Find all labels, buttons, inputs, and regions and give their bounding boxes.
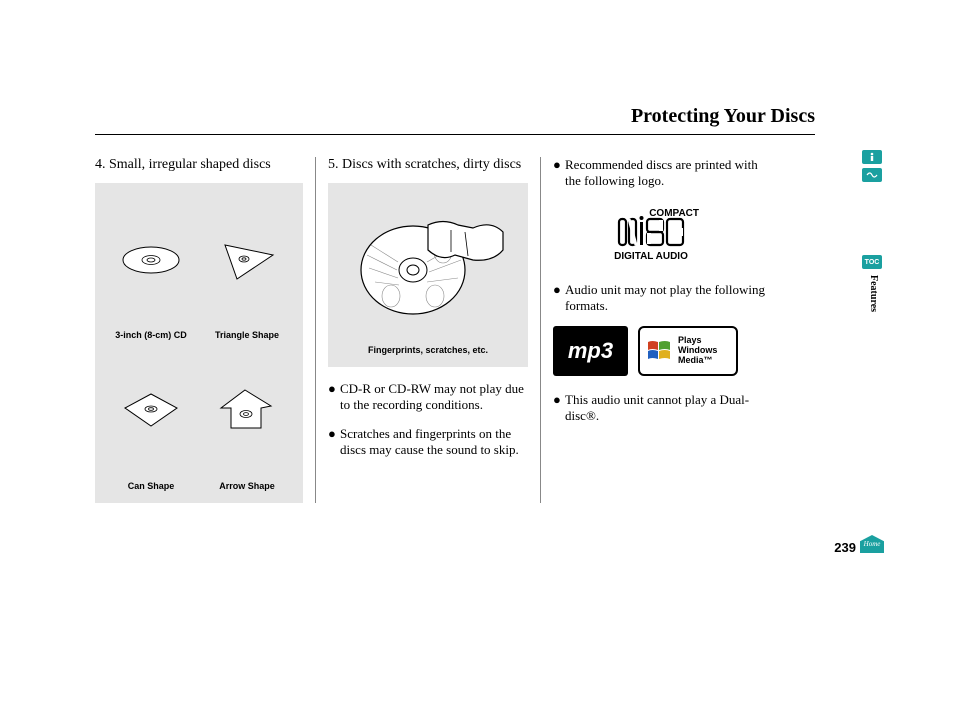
content-columns: 4. Small, irregular shaped discs bbox=[95, 157, 815, 503]
col3-bullet-top: ●Recommended discs are printed with the … bbox=[553, 157, 771, 190]
mp3-logo: mp3 bbox=[553, 326, 628, 376]
label-arrow: Arrow Shape bbox=[219, 481, 275, 491]
toc-tab[interactable]: TOC bbox=[862, 255, 882, 269]
column-irregular-discs: 4. Small, irregular shaped discs bbox=[95, 157, 315, 503]
windows-flag-icon bbox=[646, 338, 672, 364]
page-title: Protecting Your Discs bbox=[95, 105, 815, 128]
dirty-disc-figure: Fingerprints, scratches, etc. bbox=[328, 183, 528, 367]
page-number: 239 bbox=[834, 540, 856, 555]
col2-bullet: ●CD-R or CD-RW may not play due to the r… bbox=[328, 381, 528, 414]
label-can: Can Shape bbox=[128, 481, 175, 491]
col2-heading: 5. Discs with scratches, dirty discs bbox=[328, 157, 528, 173]
col3-bullet-mid: ●Audio unit may not play the following f… bbox=[553, 282, 771, 315]
compact-disc-logo: COMPACT DIGITAL AUDIO bbox=[553, 204, 771, 264]
features-tab[interactable]: Features bbox=[868, 275, 879, 312]
shape-arrow bbox=[199, 376, 295, 446]
label-small-cd: 3-inch (8-cm) CD bbox=[115, 330, 187, 340]
windows-media-logo: Plays Windows Media™ bbox=[638, 326, 738, 376]
col1-heading: 4. Small, irregular shaped discs bbox=[95, 157, 303, 173]
col2-bullet: ●Scratches and fingerprints on the discs… bbox=[328, 426, 528, 459]
shape-can bbox=[103, 376, 199, 446]
home-tab[interactable]: Home bbox=[860, 535, 884, 553]
column-recommended: ●Recommended discs are printed with the … bbox=[541, 157, 771, 503]
shapes-figure: 3-inch (8-cm) CD Triangle Shape bbox=[95, 183, 303, 503]
col3-bullet-bottom: ●This audio unit cannot play a Dual-disc… bbox=[553, 392, 771, 425]
info-tab[interactable] bbox=[862, 150, 882, 164]
svg-text:DIGITAL AUDIO: DIGITAL AUDIO bbox=[614, 251, 688, 262]
shape-small-cd bbox=[103, 225, 199, 295]
column-scratched-discs: 5. Discs with scratches, dirty discs bbox=[315, 157, 541, 503]
label-triangle: Triangle Shape bbox=[215, 330, 279, 340]
svg-text:COMPACT: COMPACT bbox=[649, 208, 699, 219]
shape-triangle bbox=[199, 225, 295, 295]
dirty-disc-caption: Fingerprints, scratches, etc. bbox=[336, 345, 520, 355]
audio-tab[interactable] bbox=[862, 168, 882, 182]
